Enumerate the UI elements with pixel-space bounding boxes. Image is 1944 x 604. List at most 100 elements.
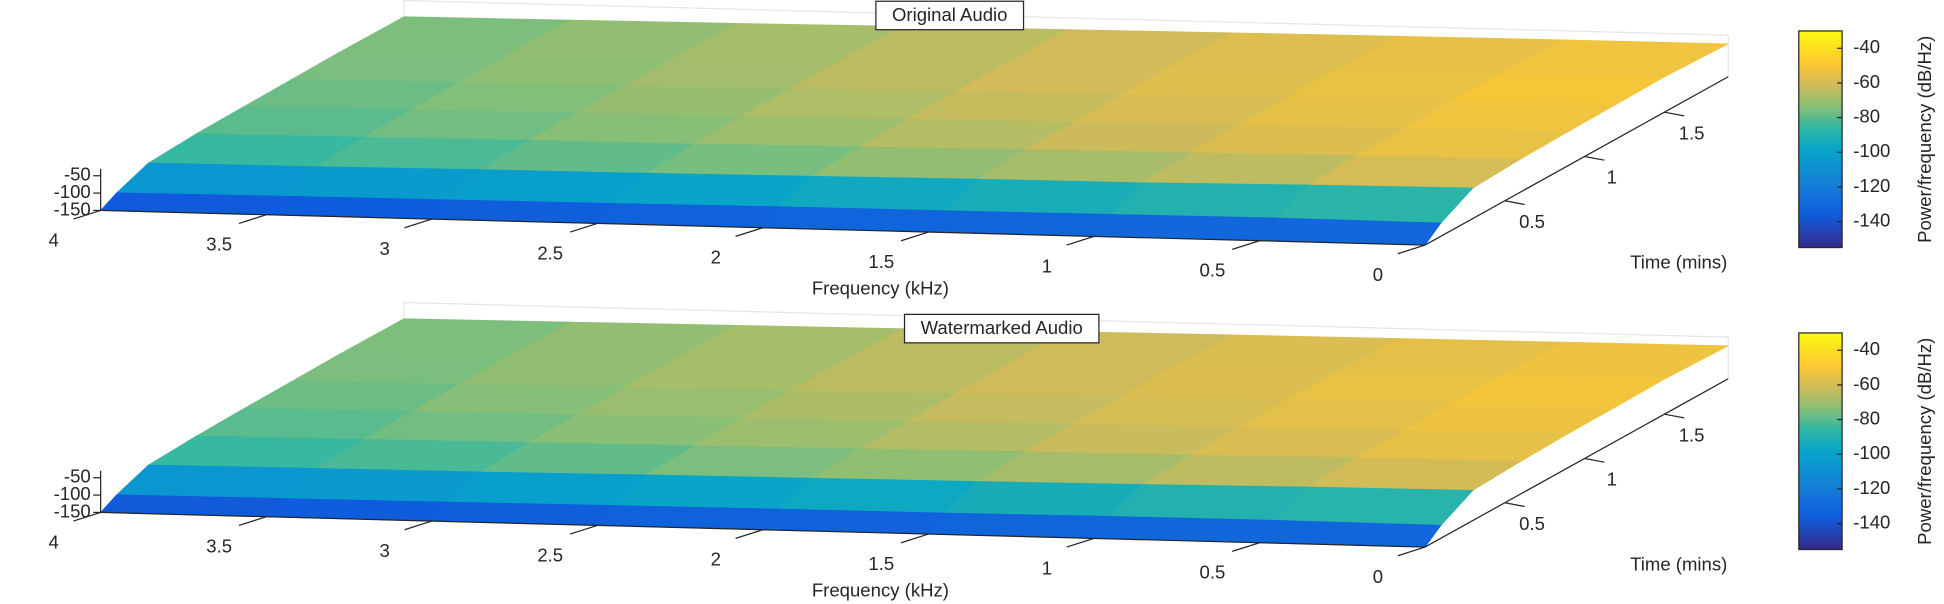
z-tick-label: -50 <box>64 466 91 487</box>
x-tick <box>1232 240 1260 250</box>
colorbar-label: Power/frequency (dB/Hz) <box>1914 36 1935 243</box>
chart: 0 0.5 1 1.5 2 2.5 3 3.5 4 Frequency (kHz) 0.5 1 1.5 T… <box>48 301 1935 601</box>
surface-cell <box>1274 184 1474 224</box>
y-tick <box>1504 200 1525 206</box>
x-tick <box>238 214 267 224</box>
y-tick <box>1664 111 1685 117</box>
x-tick <box>735 529 764 539</box>
surface-cell <box>1274 486 1474 526</box>
colorbar-tick-label: -60 <box>1853 71 1880 92</box>
x-tick <box>735 227 764 237</box>
x-tick <box>569 524 598 535</box>
y-axis <box>1424 76 1729 246</box>
surface-cell <box>281 467 481 503</box>
y-tick <box>1584 155 1605 161</box>
surface-cell <box>115 464 315 499</box>
z-tick-label: -50 <box>64 164 91 185</box>
title-box: Original Audio <box>875 0 1025 31</box>
colorbar-tick-label: -140 <box>1853 511 1890 532</box>
colorbar <box>1798 30 1843 249</box>
x-tick <box>404 218 432 229</box>
surface-cell <box>1108 182 1309 219</box>
colorbar-tick-label: -100 <box>1853 442 1890 463</box>
x-tick-label: 0 <box>1373 264 1383 285</box>
surface-cell <box>612 474 812 510</box>
x-tick <box>569 222 598 233</box>
surface-cell <box>612 172 812 208</box>
chart: 0 0.5 1 1.5 2 2.5 3 3.5 4 Frequency (kHz) 0.5 1 1.5 T… <box>48 0 1935 299</box>
x-tick-label: 2.5 <box>537 242 563 263</box>
x-tick-label: 4 <box>48 531 58 552</box>
title-frame <box>875 0 1025 31</box>
y-tick-label: 0.5 <box>1519 211 1545 232</box>
y-axis-label: Time (mins) <box>1630 252 1727 273</box>
colorbar-label: Power/frequency (dB/Hz) <box>1914 338 1935 545</box>
y-axis-label: Time (mins) <box>1630 554 1727 575</box>
x-tick-label: 0.5 <box>1200 260 1226 281</box>
x-tick-label: 1.5 <box>868 553 894 574</box>
z-tick-label: -150 <box>54 198 91 219</box>
x-axis-label: Frequency (kHz) <box>812 278 949 299</box>
x-tick <box>73 209 101 220</box>
y-tick-label: 1 <box>1607 469 1617 490</box>
chart-title: Watermarked Audio <box>921 317 1083 338</box>
title-frame <box>903 313 1100 344</box>
x-tick <box>900 533 929 544</box>
y-tick <box>1664 413 1685 419</box>
colorbar-tick-label: -120 <box>1853 175 1890 196</box>
z-tick-label: -150 <box>54 500 91 521</box>
colorbar-tick-label: -40 <box>1853 36 1880 57</box>
y-axis <box>1424 378 1729 548</box>
x-tick-label: 0.5 <box>1200 562 1226 583</box>
x-tick <box>238 516 267 526</box>
y-tick-label: 1.5 <box>1679 424 1705 445</box>
colorbar-tick-label: -140 <box>1853 209 1890 230</box>
surface-cell <box>115 162 316 197</box>
z-tick-label: -100 <box>54 483 91 504</box>
y-tick-label: 1 <box>1607 167 1617 188</box>
x-tick <box>1232 542 1260 552</box>
x-tick <box>404 520 432 531</box>
x-tick-label: 2.5 <box>537 544 563 565</box>
x-tick-label: 1 <box>1042 557 1052 578</box>
surface-cell <box>943 481 1143 517</box>
x-tick <box>1397 546 1426 557</box>
x-tick <box>900 231 929 242</box>
colorbar-tick-label: -60 <box>1853 373 1880 394</box>
colorbar-tick-label: -80 <box>1853 105 1880 126</box>
x-tick <box>73 511 101 522</box>
surface-cell <box>446 169 647 204</box>
x-tick-label: 2 <box>711 247 721 268</box>
x-tick-label: 3 <box>380 238 390 259</box>
x-tick-label: 4 <box>48 229 58 250</box>
colorbar-tick-label: -120 <box>1853 477 1890 498</box>
surface-cell <box>1108 484 1309 521</box>
x-tick <box>1066 235 1095 246</box>
x-tick-label: 1.5 <box>868 251 894 272</box>
x-tick-label: 3.5 <box>206 536 232 557</box>
colorbar <box>1798 332 1843 551</box>
title-box: Watermarked Audio <box>903 313 1100 344</box>
chart-title: Original Audio <box>892 4 1007 25</box>
y-tick <box>1504 502 1525 508</box>
surface-cell <box>446 471 647 506</box>
x-tick-label: 3.5 <box>206 234 232 255</box>
z-tick-label: -100 <box>54 181 91 202</box>
x-tick <box>1066 537 1095 548</box>
surface-cell <box>281 166 481 201</box>
x-tick <box>1397 244 1426 255</box>
y-tick-label: 0.5 <box>1519 513 1545 534</box>
colorbar-tick-label: -100 <box>1853 140 1890 161</box>
x-tick-label: 0 <box>1373 566 1383 587</box>
x-axis-label: Frequency (kHz) <box>812 580 949 601</box>
surface-cell <box>943 178 1143 215</box>
surface-cell <box>777 175 978 212</box>
colorbar-tick-label: -40 <box>1853 338 1880 359</box>
surface-cell <box>777 477 978 514</box>
x-tick-label: 2 <box>711 549 721 570</box>
y-tick <box>1584 457 1605 463</box>
x-tick-label: 3 <box>380 540 390 561</box>
x-tick-label: 1 <box>1042 255 1052 276</box>
